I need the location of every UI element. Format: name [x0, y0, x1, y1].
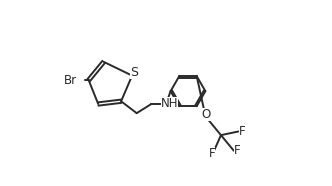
Text: O: O	[202, 108, 211, 121]
Text: S: S	[130, 66, 138, 79]
Text: NH: NH	[160, 97, 178, 110]
Text: Br: Br	[64, 74, 77, 87]
Text: F: F	[208, 147, 215, 160]
Text: F: F	[239, 125, 246, 138]
Text: F: F	[234, 144, 241, 157]
